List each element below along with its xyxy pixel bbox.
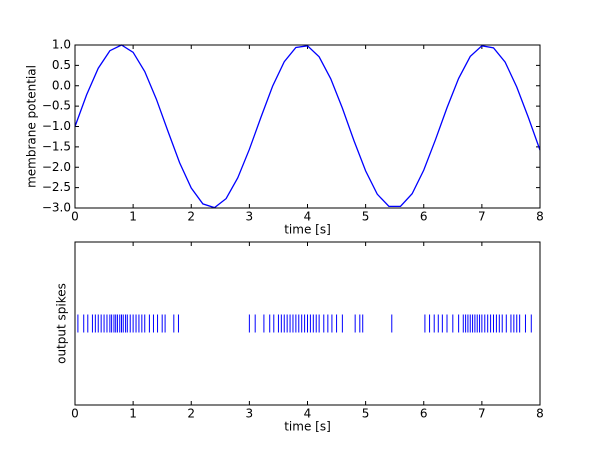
x-tick-label: 4 (304, 210, 312, 224)
y-tick-label: −3.0 (42, 201, 71, 215)
axes-frame (74, 44, 541, 209)
x-tick-label: 3 (246, 210, 254, 224)
y-tick-label: −2.0 (42, 160, 71, 174)
x-tick-label: 0 (71, 407, 79, 421)
x-tick-label: 5 (362, 210, 370, 224)
x-tick-label: 8 (536, 210, 544, 224)
x-tick-label: 0 (71, 210, 79, 224)
x-tick-label: 2 (187, 407, 195, 421)
axes-frame (74, 241, 541, 406)
x-tick-label: 7 (478, 407, 486, 421)
x-tick-label: 3 (246, 407, 254, 421)
y-tick-label: 1.0 (52, 38, 71, 52)
y-axis-label: membrane potential (25, 65, 39, 188)
line-series (74, 44, 541, 209)
y-tick-label: −0.5 (42, 99, 71, 113)
x-tick-label: 7 (478, 210, 486, 224)
x-tick-label: 5 (362, 407, 370, 421)
x-axis-label: time [s] (284, 420, 331, 434)
x-tick-label: 4 (304, 407, 312, 421)
y-tick-label: −1.0 (42, 119, 71, 133)
x-tick-label: 2 (187, 210, 195, 224)
x-axis-label: time [s] (284, 223, 331, 237)
y-tick-label: 0.5 (52, 58, 71, 72)
x-tick-label: 8 (536, 407, 544, 421)
y-axis-label: output spikes (55, 283, 69, 364)
y-tick-label: −1.5 (42, 139, 71, 153)
y-tick-label: −2.5 (42, 180, 71, 194)
x-tick-label: 6 (420, 407, 428, 421)
x-tick-label: 1 (129, 210, 137, 224)
x-tick-label: 6 (420, 210, 428, 224)
x-tick-label: 1 (129, 407, 137, 421)
y-tick-label: 0.0 (52, 78, 71, 92)
